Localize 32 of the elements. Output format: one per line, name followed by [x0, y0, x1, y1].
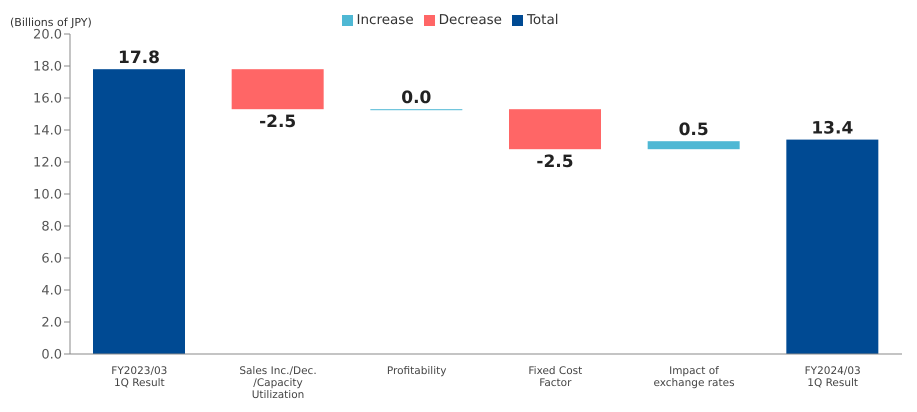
x-tick-label: FY2023/03 1Q Result: [111, 365, 168, 389]
y-tick-label: 0.0: [41, 348, 62, 363]
bar: [509, 109, 601, 150]
data-label: -2.5: [536, 152, 574, 172]
y-tick-label: 16.0: [33, 92, 62, 107]
x-tick-label: Impact of exchange rates: [653, 365, 735, 389]
data-label: -2.5: [259, 112, 296, 132]
y-tick-label: 10.0: [33, 188, 62, 203]
bar: [648, 141, 740, 150]
y-tick-label: 20.0: [33, 28, 62, 43]
data-label: 0.0: [401, 88, 432, 108]
y-axis-title: (Billions of JPY): [10, 16, 92, 29]
x-tick-label: Fixed Cost Factor: [528, 365, 582, 389]
x-tick-label: Sales Inc./Dec. /Capacity Utilization: [239, 365, 317, 401]
y-tick-label: 18.0: [33, 60, 62, 75]
bar: [93, 69, 185, 354]
x-tick-label: Profitability: [386, 365, 446, 377]
y-tick-label: 8.0: [41, 220, 62, 235]
bar: [232, 69, 324, 110]
legend-label: Total: [526, 12, 558, 28]
data-label: 0.5: [678, 120, 709, 140]
legend-label: Increase: [356, 12, 414, 28]
y-tick-label: 12.0: [33, 156, 62, 171]
bar: [786, 140, 878, 354]
data-label: 13.4: [811, 118, 854, 139]
data-label: 17.8: [118, 48, 160, 68]
legend-label: Decrease: [438, 12, 502, 28]
y-tick-label: 6.0: [41, 252, 62, 267]
y-tick-label: 14.0: [33, 124, 62, 139]
y-tick-label: 4.0: [41, 284, 62, 299]
y-tick-label: 2.0: [41, 316, 62, 331]
x-tick-label: FY2024/03 1Q Result: [804, 365, 861, 389]
